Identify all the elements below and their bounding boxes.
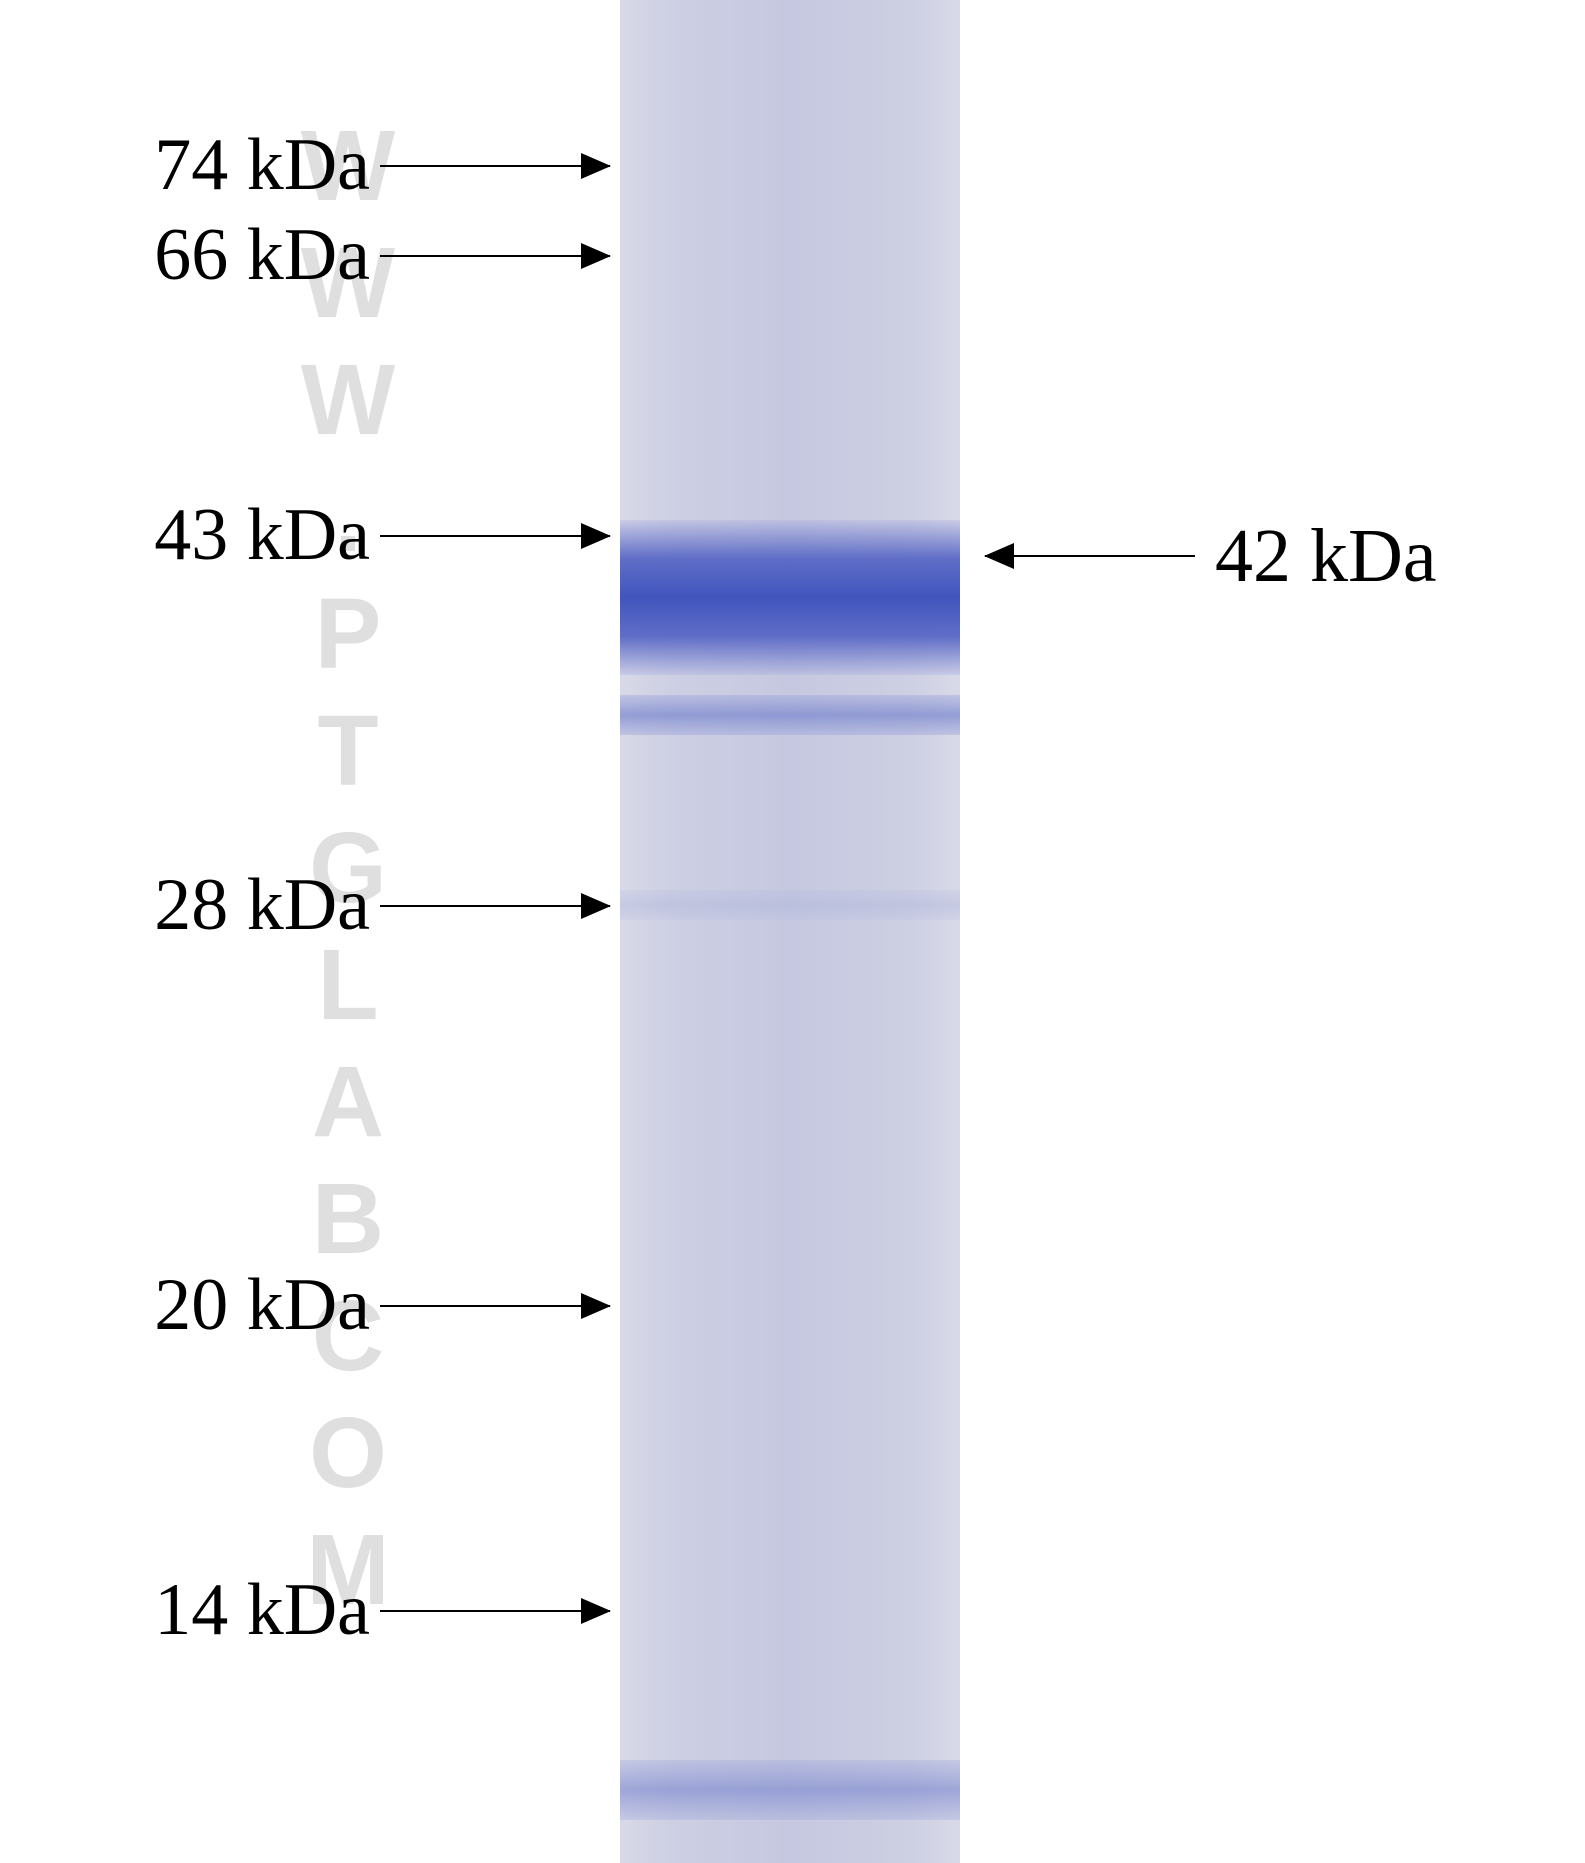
marker-arrow-1 — [380, 255, 610, 257]
gel-band-secondary-band-below-main — [620, 695, 960, 735]
gel-band-main-band-42kda — [620, 520, 960, 675]
marker-arrow-5 — [380, 1610, 610, 1612]
marker-arrow-2 — [380, 535, 610, 537]
marker-label-1: 66 kDa — [154, 218, 370, 292]
marker-arrow-0 — [380, 165, 610, 167]
sample-arrow — [985, 555, 1195, 557]
sample-label: 42 kDa — [1215, 518, 1437, 594]
marker-label-0: 74 kDa — [154, 128, 370, 202]
gel-lane — [620, 0, 960, 1863]
marker-label-3: 28 kDa — [154, 868, 370, 942]
gel-blot-diagram: WWW.PTGLABCOM 74 kDa66 kDa43 kDa28 kDa20… — [0, 0, 1585, 1863]
gel-band-bottom-smear-band — [620, 1760, 960, 1820]
marker-label-5: 14 kDa — [154, 1573, 370, 1647]
gel-band-faint-band-28kda-region — [620, 890, 960, 920]
marker-label-4: 20 kDa — [154, 1268, 370, 1342]
marker-label-2: 43 kDa — [154, 498, 370, 572]
marker-arrow-4 — [380, 1305, 610, 1307]
marker-arrow-3 — [380, 905, 610, 907]
